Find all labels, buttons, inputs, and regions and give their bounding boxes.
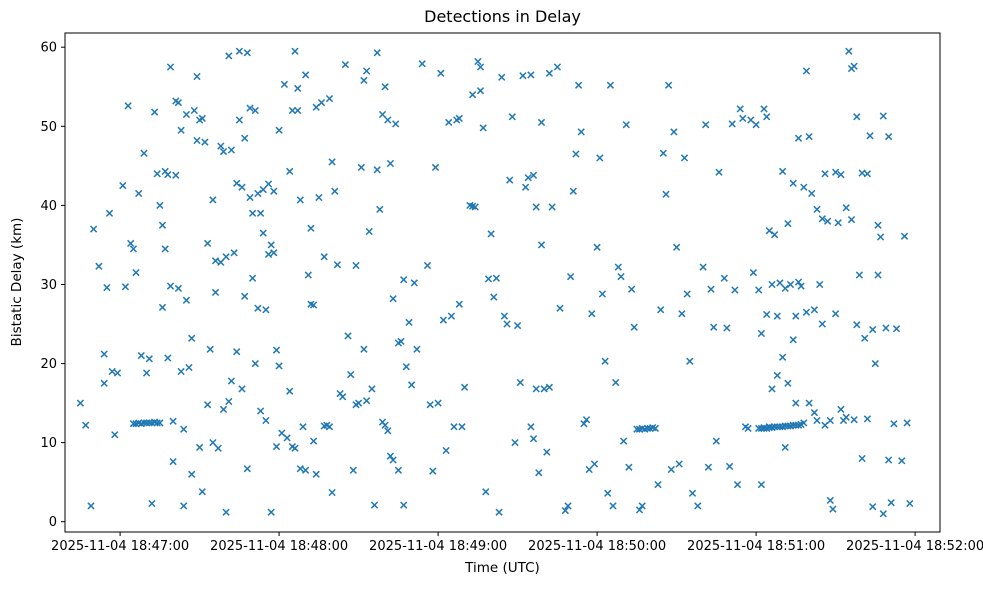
svg-text:10: 10: [40, 436, 57, 451]
svg-text:2025-11-04 18:48:00: 2025-11-04 18:48:00: [210, 539, 348, 554]
svg-text:2025-11-04 18:51:00: 2025-11-04 18:51:00: [687, 539, 825, 554]
svg-text:0: 0: [49, 515, 57, 530]
svg-text:60: 60: [40, 41, 57, 56]
svg-text:2025-11-04 18:50:00: 2025-11-04 18:50:00: [528, 539, 666, 554]
svg-text:2025-11-04 18:52:00: 2025-11-04 18:52:00: [846, 539, 983, 554]
svg-text:50: 50: [40, 120, 57, 135]
svg-text:20: 20: [40, 357, 57, 372]
svg-text:2025-11-04 18:47:00: 2025-11-04 18:47:00: [51, 539, 189, 554]
svg-text:2025-11-04 18:49:00: 2025-11-04 18:49:00: [369, 539, 507, 554]
svg-text:40: 40: [40, 199, 57, 214]
x-axis-label: Time (UTC): [465, 560, 540, 576]
svg-text:30: 30: [40, 278, 57, 293]
chart-title: Detections in Delay: [424, 7, 581, 26]
y-axis-label: Bistatic Delay (km): [9, 217, 25, 347]
